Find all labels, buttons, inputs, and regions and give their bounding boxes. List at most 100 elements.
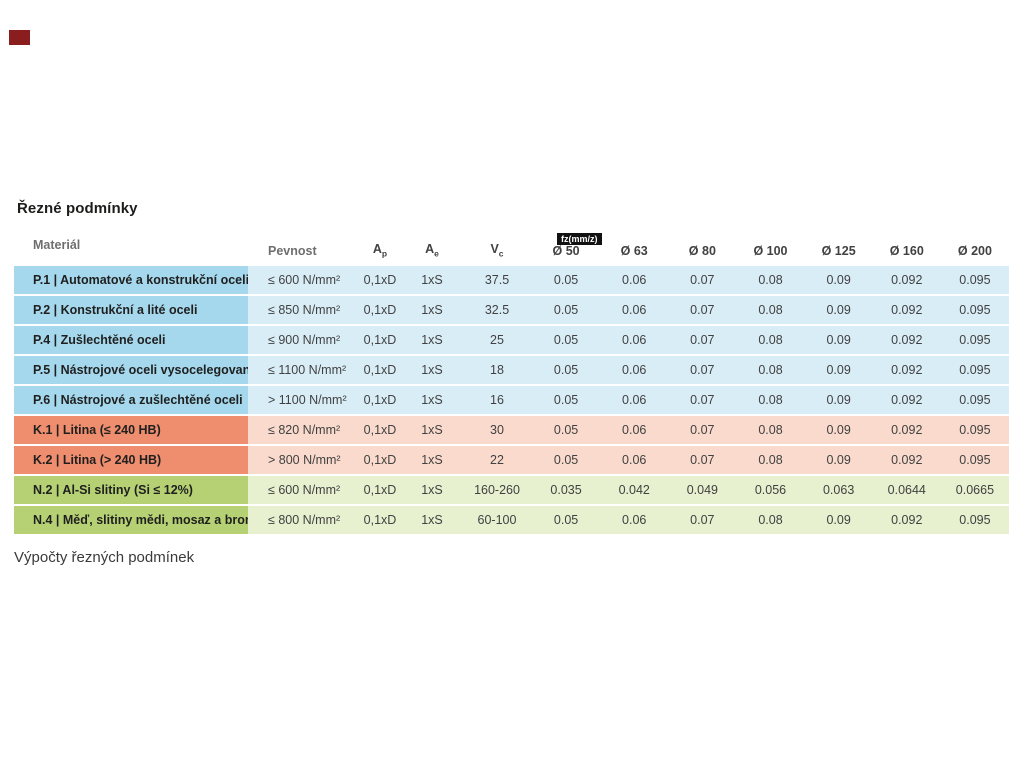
fz-d100-cell: 0.08 — [758, 333, 783, 347]
fz-d63-cell: 0.042 — [618, 483, 650, 497]
fz-d100-cell: 0.08 — [758, 273, 783, 287]
table-row: N.2 | Al-Si slitiny (Si ≤ 12%) ≤ 600 N/m… — [14, 476, 1009, 504]
material-cell: P.1 | Automatové a konstrukční oceli — [14, 266, 248, 294]
ap-cell: 0,1xD — [363, 393, 397, 407]
column-header-d100: Ø 100 — [753, 244, 788, 258]
fz-d80-cell: 0.049 — [686, 483, 718, 497]
material-cell: K.1 | Litina (≤ 240 HB) — [14, 416, 248, 444]
column-header-d200: Ø 200 — [957, 244, 992, 258]
pevnost-cell: ≤ 850 N/mm² — [268, 303, 341, 317]
fz-d160-cell: 0.0644 — [887, 483, 926, 497]
fz-d50-cell: 0.05 — [553, 453, 579, 467]
vc-cell: 22 — [490, 453, 504, 467]
section-title-calculations: Výpočty řezných podmínek — [14, 549, 195, 566]
fz-d125-cell: 0.09 — [826, 393, 851, 407]
fz-d160-cell: 0.092 — [891, 303, 923, 317]
column-header-material: Materiál — [33, 238, 81, 252]
column-header-d160: Ø 160 — [889, 244, 924, 258]
ae-subscript: e — [434, 248, 439, 258]
fz-d63-cell: 0.06 — [622, 273, 647, 287]
fz-d63-cell: 0.06 — [622, 333, 647, 347]
material-cell: P.5 | Nástrojové oceli vysocelegované — [14, 356, 248, 384]
fz-d125-cell: 0.063 — [822, 483, 855, 497]
column-header-ap: Ap — [358, 242, 402, 259]
fz-d100-cell: 0.08 — [758, 453, 783, 467]
fz-d80-cell: 0.07 — [690, 333, 715, 347]
ae-cell: 1xS — [421, 483, 443, 497]
fz-d50-cell: 0.035 — [550, 483, 582, 497]
fz-d80-cell: 0.07 — [690, 513, 715, 527]
pevnost-cell: ≤ 820 N/mm² — [268, 423, 341, 437]
pevnost-cell: ≤ 800 N/mm² — [268, 513, 341, 527]
column-header-d125: Ø 125 — [821, 244, 856, 258]
table-row: P.5 | Nástrojové oceli vysocelegované ≤ … — [14, 356, 1009, 384]
column-header-d80: Ø 80 — [688, 244, 716, 258]
fz-d80-cell: 0.07 — [690, 453, 715, 467]
fz-d100-cell: 0.056 — [754, 483, 787, 497]
column-header-d63: Ø 63 — [620, 244, 648, 258]
ap-cell: 0,1xD — [363, 453, 397, 467]
fz-d200-cell: 0.095 — [959, 303, 991, 317]
fz-d160-cell: 0.092 — [891, 513, 923, 527]
table-row: P.2 | Konstrukční a lité oceli ≤ 850 N/m… — [14, 296, 1009, 324]
fz-d100-cell: 0.08 — [758, 303, 783, 317]
pevnost-cell: ≤ 600 N/mm² — [268, 273, 341, 287]
fz-unit-badge: fz(mm/z) — [557, 233, 602, 245]
ae-symbol: A — [425, 241, 435, 256]
fz-d160-cell: 0.092 — [891, 273, 923, 287]
ae-cell: 1xS — [421, 333, 443, 347]
ap-cell: 0,1xD — [363, 513, 397, 527]
table-row: N.4 | Měď, slitiny mědi, mosaz a bronz ≤… — [14, 506, 1009, 534]
fz-d80-cell: 0.07 — [690, 363, 715, 377]
fz-d125-cell: 0.09 — [826, 513, 851, 527]
table-row: P.4 | Zušlechtěné oceli ≤ 900 N/mm² 0,1x… — [14, 326, 1009, 354]
red-marker — [9, 30, 30, 45]
ae-cell: 1xS — [421, 393, 443, 407]
material-cell: N.2 | Al-Si slitiny (Si ≤ 12%) — [14, 476, 248, 504]
fz-d125-cell: 0.09 — [826, 423, 851, 437]
ap-cell: 0,1xD — [363, 423, 397, 437]
vc-cell: 18 — [490, 363, 504, 377]
fz-d80-cell: 0.07 — [690, 393, 715, 407]
ap-symbol: A — [372, 241, 382, 256]
fz-d100-cell: 0.08 — [758, 363, 783, 377]
pevnost-cell: ≤ 600 N/mm² — [268, 483, 341, 497]
fz-d200-cell: 0.095 — [959, 273, 991, 287]
ae-cell: 1xS — [421, 423, 443, 437]
ap-cell: 0,1xD — [363, 303, 397, 317]
material-cell: P.4 | Zušlechtěné oceli — [14, 326, 248, 354]
vc-cell: 16 — [490, 393, 504, 407]
fz-d200-cell: 0.095 — [959, 333, 991, 347]
table-row: K.1 | Litina (≤ 240 HB) ≤ 820 N/mm² 0,1x… — [14, 416, 1009, 444]
column-header-vc: Vc — [462, 242, 532, 259]
fz-d80-cell: 0.07 — [690, 303, 715, 317]
fz-d50-cell: 0.05 — [553, 513, 579, 527]
table-row: P.1 | Automatové a konstrukční oceli ≤ 6… — [14, 266, 1009, 294]
fz-d50-cell: 0.05 — [553, 423, 579, 437]
cutting-conditions-table: fz(mm/z) Materiál Pevnost Ap Ae Vc Ø 50 … — [14, 232, 1009, 536]
fz-d200-cell: 0.095 — [959, 393, 991, 407]
ap-cell: 0,1xD — [363, 333, 397, 347]
pevnost-cell: ≤ 1100 N/mm² — [268, 363, 347, 377]
fz-d200-cell: 0.0665 — [955, 483, 995, 497]
fz-d125-cell: 0.09 — [826, 303, 851, 317]
column-header-d50: Ø 50 — [552, 244, 580, 258]
vc-cell: 37.5 — [484, 273, 510, 287]
ap-subscript: p — [381, 248, 388, 258]
fz-d100-cell: 0.08 — [758, 513, 783, 527]
fz-d160-cell: 0.092 — [891, 423, 923, 437]
fz-d160-cell: 0.092 — [891, 453, 923, 467]
fz-d160-cell: 0.092 — [891, 393, 923, 407]
ae-cell: 1xS — [421, 363, 443, 377]
vc-symbol: V — [490, 241, 499, 256]
fz-d200-cell: 0.095 — [959, 453, 991, 467]
fz-d125-cell: 0.09 — [826, 273, 851, 287]
ap-cell: 0,1xD — [363, 363, 397, 377]
fz-d63-cell: 0.06 — [622, 423, 647, 437]
fz-d200-cell: 0.095 — [959, 363, 991, 377]
table-body: P.1 | Automatové a konstrukční oceli ≤ 6… — [14, 266, 1009, 534]
fz-d200-cell: 0.095 — [959, 423, 991, 437]
fz-d50-cell: 0.05 — [553, 303, 579, 317]
fz-d200-cell: 0.095 — [959, 513, 991, 527]
fz-d63-cell: 0.06 — [622, 453, 647, 467]
